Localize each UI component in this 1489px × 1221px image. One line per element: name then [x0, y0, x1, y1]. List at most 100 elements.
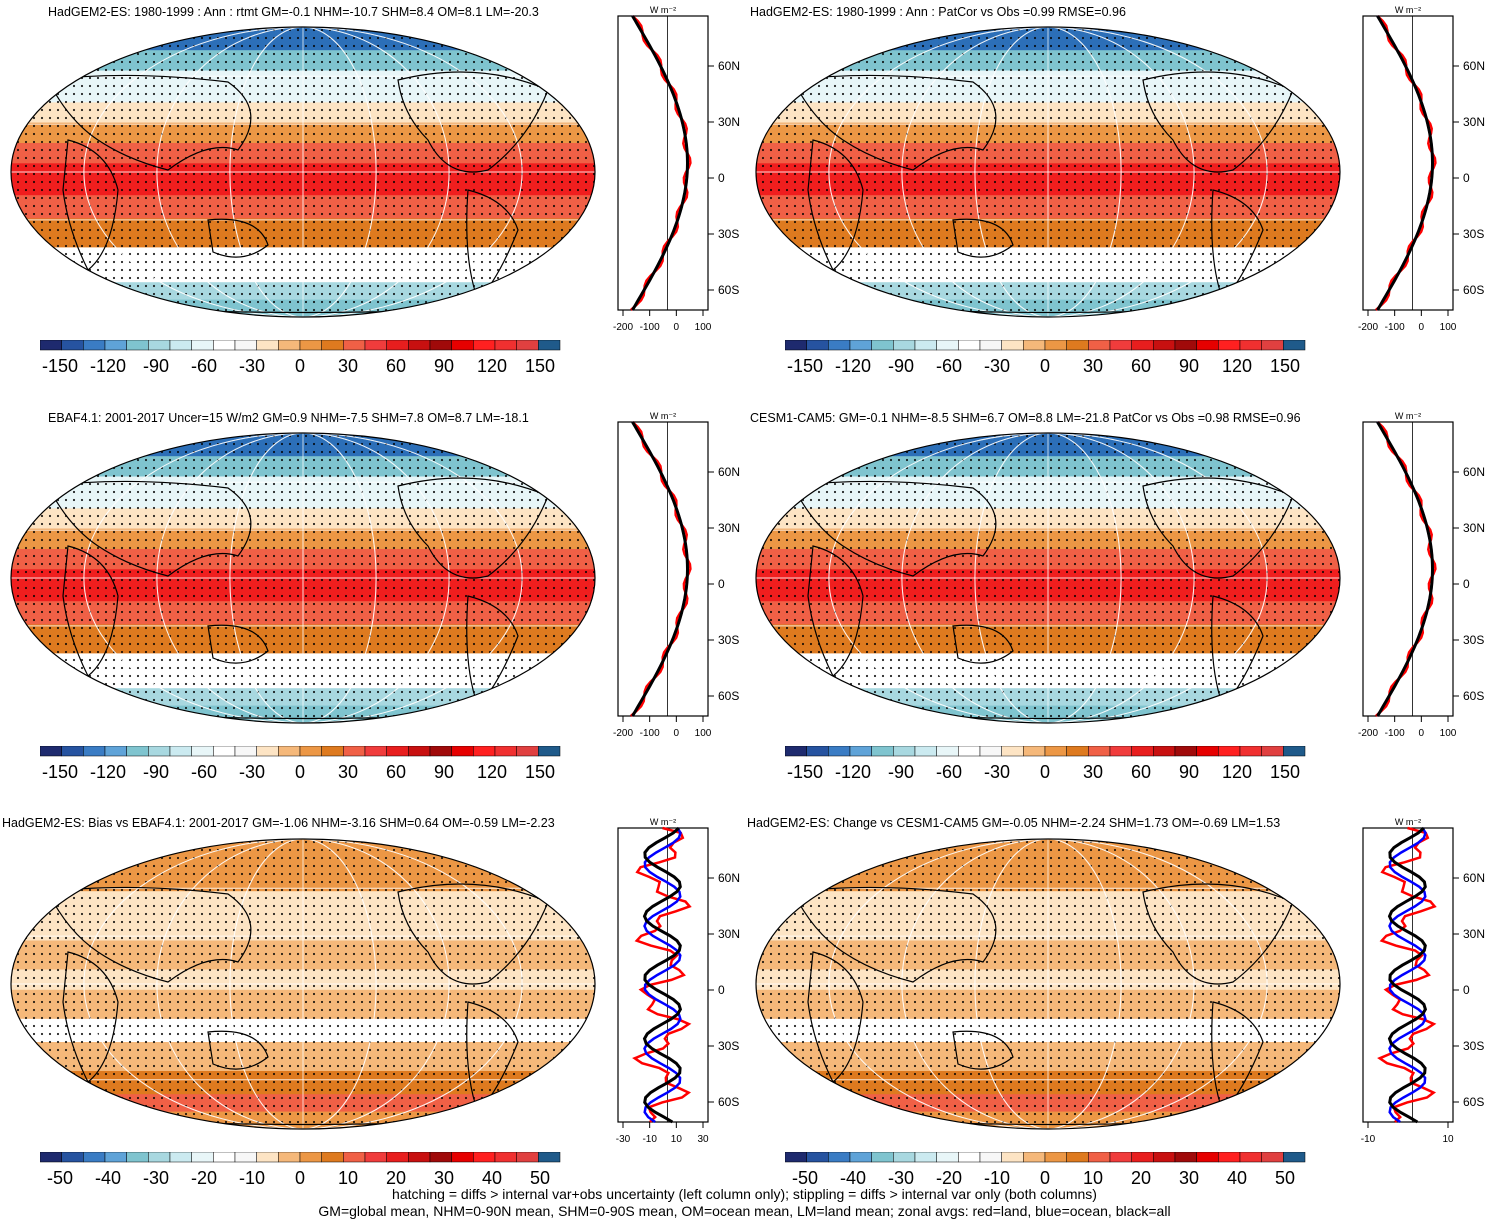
colorbar-swatch: [1088, 746, 1111, 757]
map-border: [755, 26, 1341, 318]
zonal-line-ocean: [643, 827, 682, 1124]
colorbar-label: 60: [386, 762, 406, 782]
colorbar-swatch: [1023, 746, 1046, 757]
footnote-line-1: hatching = diffs > internal var+obs unce…: [392, 1186, 1097, 1202]
lat-label: 0: [718, 577, 725, 591]
colorbar-swatch: [1001, 746, 1024, 757]
zonal-tick-label: 0: [674, 322, 680, 333]
zonal-line-ocean: [1388, 827, 1427, 1124]
panel-5: HadGEM2-ES: Bias vs EBAF4.1: 2001-2017 G…: [0, 812, 745, 1212]
colorbar: -50 -40 -30 -20 -10 0 10 20 30 40 50: [785, 1152, 1306, 1188]
coastline: [1142, 477, 1294, 579]
zonal-mean-plot: W m⁻² 60N 30N 0 30S 60S -200 -100 0 100: [613, 5, 740, 333]
colorbar-swatch: [386, 1152, 409, 1163]
colorbar-swatch: [299, 1152, 322, 1163]
colorbar-label: -60: [936, 762, 962, 782]
panel-title: EBAF4.1: 2001-2017 Uncer=15 W/m2 GM=0.9 …: [48, 411, 529, 425]
coastline: [1211, 189, 1264, 302]
colorbar-swatch: [1044, 340, 1067, 351]
colorbar-swatch: [1153, 746, 1176, 757]
colorbar-swatch: [494, 1152, 517, 1163]
zonal-tick-label: 0: [674, 728, 680, 739]
colorbar-swatch: [213, 1152, 236, 1163]
coastline: [47, 886, 252, 983]
colorbar-label: -40: [95, 1168, 121, 1188]
colorbar-swatch: [516, 746, 539, 757]
colorbar-swatch: [343, 746, 366, 757]
colorbar-swatch: [1261, 746, 1284, 757]
colorbar-swatch: [914, 340, 937, 351]
panel-title: HadGEM2-ES: Change vs CESM1-CAM5 GM=-0.0…: [747, 816, 1281, 830]
lat-label: 30S: [1463, 633, 1484, 647]
colorbar-label: -90: [143, 762, 169, 782]
colorbar-swatch: [828, 746, 851, 757]
coastline: [1142, 883, 1294, 985]
coastline: [62, 951, 119, 1083]
lat-label: 60S: [718, 283, 739, 297]
colorbar-swatch: [806, 1152, 829, 1163]
colorbar-swatch: [148, 746, 171, 757]
zonal-frame: [1362, 421, 1454, 717]
colorbar-label: 30: [338, 356, 358, 376]
zonal-unit: W m⁻²: [650, 817, 676, 827]
colorbar-swatch: [1088, 340, 1111, 351]
colorbar-swatch: [1044, 746, 1067, 757]
colorbar-swatch: [538, 746, 561, 757]
colorbar-swatch: [408, 746, 431, 757]
colorbar-swatch: [806, 746, 829, 757]
colorbar-label: 150: [525, 762, 555, 782]
zonal-mean-plot: W m⁻² 60N 30N 0 30S 60S -200 -100 0 100: [613, 411, 740, 739]
coastline: [792, 480, 997, 577]
colorbar-swatch: [126, 746, 149, 757]
colorbar-label: 50: [530, 1168, 550, 1188]
lat-label: 0: [718, 983, 725, 997]
colorbar-swatch: [104, 746, 127, 757]
zonal-line-land: [1374, 15, 1437, 311]
colorbar-label: -30: [143, 1168, 169, 1188]
colorbar-label: 0: [1040, 762, 1050, 782]
zonal-tick-label: 100: [695, 322, 712, 333]
colorbar-label: -40: [840, 1168, 866, 1188]
colorbar-swatch: [1109, 746, 1132, 757]
colorbar-swatch: [364, 340, 387, 351]
colorbar-swatch: [61, 746, 84, 757]
colorbar-swatch: [1174, 1152, 1197, 1163]
colorbar-swatch: [871, 746, 894, 757]
colorbar-swatch: [256, 1152, 279, 1163]
colorbar-swatch: [1196, 1152, 1219, 1163]
colorbar-swatch: [893, 746, 916, 757]
panel-title: HadGEM2-ES: 1980-1999 : Ann : rtmt GM=-0…: [48, 5, 539, 19]
colorbar-label: -60: [191, 356, 217, 376]
colorbar-label: -10: [984, 1168, 1010, 1188]
colorbar-swatch: [364, 1152, 387, 1163]
panel-6: HadGEM2-ES: Change vs CESM1-CAM5 GM=-0.0…: [745, 812, 1489, 1212]
colorbar-label: -20: [936, 1168, 962, 1188]
colorbar: -50 -40 -30 -20 -10 0 10 20 30 40 50: [40, 1152, 561, 1188]
colorbar-swatch: [806, 340, 829, 351]
lat-label: 30N: [1463, 521, 1485, 535]
zonal-line-all: [1387, 826, 1428, 1124]
zonal-tick-label: -200: [1358, 728, 1378, 739]
colorbar-label: -150: [42, 356, 78, 376]
colorbar-label: -90: [143, 356, 169, 376]
colorbar-label: 60: [1131, 762, 1151, 782]
colorbar-label: -60: [191, 762, 217, 782]
lat-label: 60S: [1463, 283, 1484, 297]
colorbar-swatch: [516, 1152, 539, 1163]
colorbar-swatch: [61, 340, 84, 351]
zonal-tick-label: 0: [1419, 728, 1425, 739]
zonal-tick-label: -200: [613, 728, 633, 739]
colorbar-swatch: [893, 1152, 916, 1163]
footnote-line-2: GM=global mean, NHM=0-90N mean, SHM=0-90…: [318, 1203, 1171, 1219]
zonal-line-land: [632, 826, 692, 1123]
zonal-unit: W m⁻²: [1395, 411, 1421, 421]
zonal-tick-label: -200: [613, 322, 633, 333]
zonal-unit: W m⁻²: [650, 5, 676, 15]
colorbar-swatch: [1109, 340, 1132, 351]
colorbar-swatch: [386, 340, 409, 351]
coastline: [466, 1001, 519, 1114]
lat-label: 30S: [1463, 227, 1484, 241]
coastline: [1142, 71, 1294, 173]
colorbar-swatch: [213, 746, 236, 757]
colorbar-swatch: [234, 1152, 257, 1163]
